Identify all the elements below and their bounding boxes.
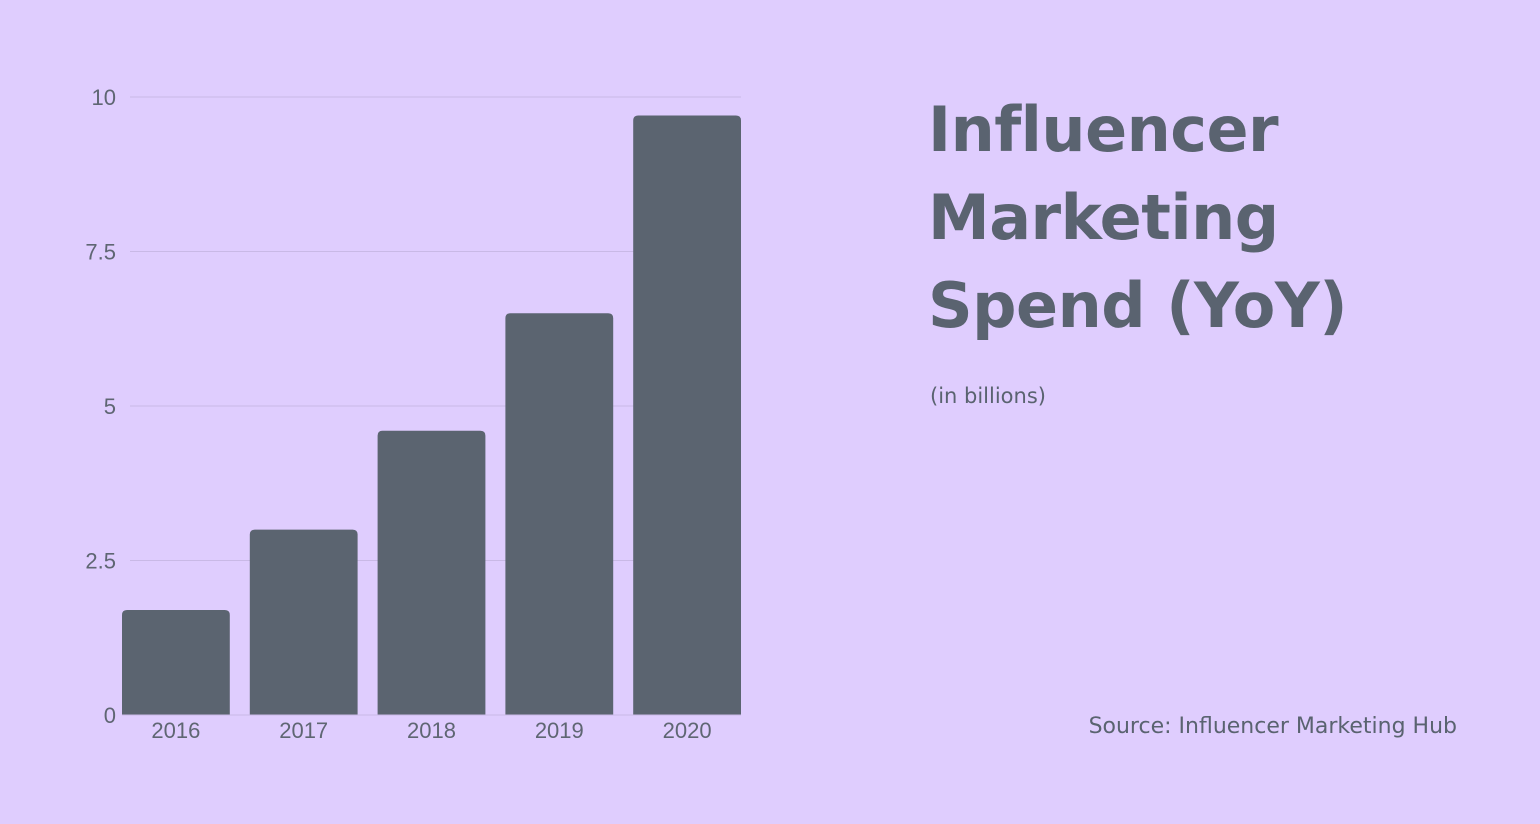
chart-title: Influencer Marketing Spend (YoY) [928, 93, 1348, 342]
x-axis-ticks: 2016 2017 2018 2019 2020 [151, 718, 711, 743]
bar-chart: 0 2.5 5 7.5 10 2016 2017 2018 2019 2020 [85, 85, 741, 743]
chart-source: Source: Influencer Marketing Hub [1088, 714, 1457, 739]
bar-2018 [377, 430, 486, 715]
x-tick-label: 2018 [407, 718, 456, 743]
y-tick-label: 10 [92, 85, 116, 110]
y-axis-ticks: 0 2.5 5 7.5 10 [85, 85, 116, 728]
bar-2020 [633, 115, 741, 716]
y-tick-label: 0 [104, 703, 116, 728]
bar-2017 [249, 529, 358, 715]
x-tick-label: 2019 [535, 718, 584, 743]
chart-subtitle: (in billions) [930, 384, 1046, 408]
y-tick-label: 7.5 [85, 240, 116, 265]
bars [122, 115, 741, 716]
x-tick-label: 2020 [663, 718, 712, 743]
x-tick-label: 2016 [151, 718, 200, 743]
x-tick-label: 2017 [279, 718, 328, 743]
title-block: Influencer Marketing Spend (YoY) [928, 86, 1488, 350]
y-tick-label: 5 [104, 394, 116, 419]
bar-2019 [505, 313, 614, 715]
y-tick-label: 2.5 [85, 549, 116, 574]
bar-2016 [122, 609, 230, 715]
